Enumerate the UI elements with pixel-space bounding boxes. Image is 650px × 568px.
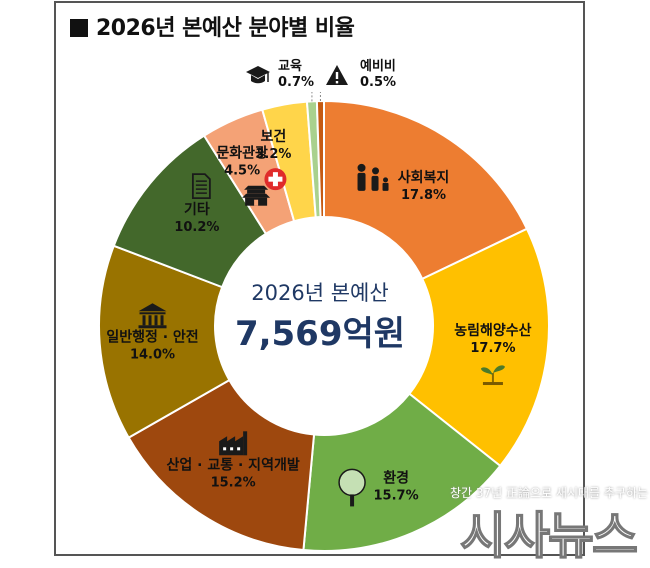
slice-7-value: 4.5% <box>224 164 260 179</box>
donut-hole <box>216 218 432 434</box>
slice-10-value: 0.5% <box>360 75 396 90</box>
tree-icon <box>338 468 366 507</box>
graduation-cap-icon <box>246 66 270 84</box>
slice-1-name: 사회복지 <box>398 170 450 186</box>
center-label: 2026년 본예산 <box>251 281 388 305</box>
slice-6-name: 기타 <box>184 202 210 218</box>
title-bullet-square <box>70 19 88 37</box>
center-value: 7,569억원 <box>235 314 405 354</box>
slice-10-name: 예비비 <box>360 58 396 74</box>
watermark-brand: 시사뉴스 <box>459 506 639 566</box>
slice-7-name: 문화관광 <box>216 145 268 162</box>
slice-9-value: 0.7% <box>278 75 314 90</box>
watermark-tagline: 창간 37년 正論으로 새시대를 추구하는 <box>450 486 649 500</box>
family-icon <box>357 163 389 191</box>
sprout-icon <box>480 365 505 386</box>
slice-2 <box>407 227 550 468</box>
slices-layer <box>98 99 550 552</box>
slice-2-name: 농림해양수산 <box>454 322 531 339</box>
slice-10 <box>315 99 325 219</box>
warning-icon <box>326 65 348 85</box>
slice-2-value: 17.7% <box>470 341 515 356</box>
document-icon <box>191 173 211 200</box>
slice-8-name: 보건 <box>261 128 287 145</box>
slice-4 <box>127 378 316 552</box>
slice-1-value: 17.8% <box>401 188 446 203</box>
slice-8-value: 3.2% <box>255 147 291 162</box>
slice-6-value: 10.2% <box>174 220 219 235</box>
medical-cross-icon <box>264 168 287 191</box>
slice-5-value: 14.0% <box>130 347 175 362</box>
chart-title-text: 2026년 본예산 분야별 비율 <box>96 16 355 41</box>
slice-5-name: 일반행정 · 안전 <box>106 328 198 345</box>
slice-3 <box>302 392 502 552</box>
factory-icon <box>219 431 248 456</box>
labels-layer: 사회복지 17.8% 농림해양수산 17.7% 환경 15.7% 산업 · 교통 · 지역개… <box>106 58 531 503</box>
slice-4-value: 15.2% <box>211 475 256 490</box>
slice-4-name: 산업 · 교통 · 지역개발 <box>167 456 300 473</box>
slice-1 <box>323 99 529 281</box>
icons-layer <box>138 65 505 507</box>
government-building-icon <box>138 303 167 329</box>
pagoda-icon <box>242 185 271 206</box>
chart-title: 2026년 본예산 분야별 비율 <box>70 10 355 42</box>
slice-3-value: 15.7% <box>374 488 419 503</box>
slice-9-name: 교육 <box>278 58 302 74</box>
slice-3-name: 환경 <box>383 469 409 486</box>
